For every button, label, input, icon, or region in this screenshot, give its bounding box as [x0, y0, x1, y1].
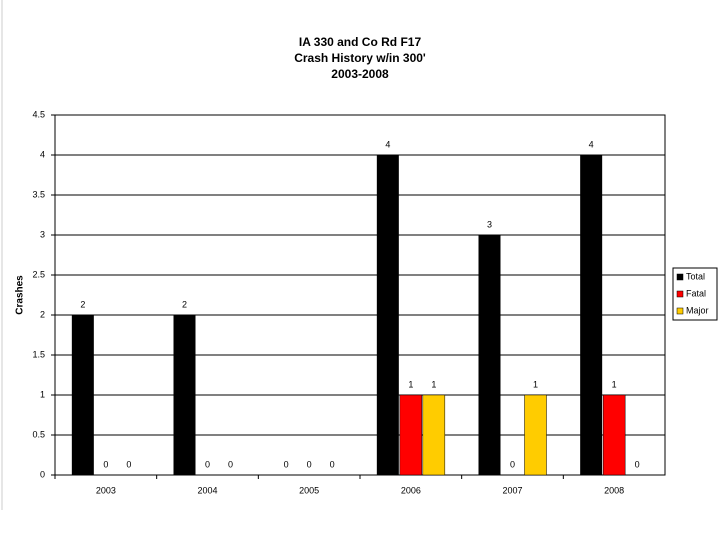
chart-title: 2003-2008 [331, 67, 389, 81]
data-label: 0 [510, 459, 515, 469]
x-tick-label: 2005 [299, 485, 319, 495]
y-tick-label: 1.5 [32, 349, 45, 359]
legend-label: Major [686, 305, 709, 315]
y-tick-label: 4.5 [32, 109, 45, 119]
data-label: 0 [103, 459, 108, 469]
legend-label: Total [686, 271, 705, 281]
chart-title: IA 330 and Co Rd F17 [299, 35, 422, 49]
bar [71, 315, 94, 475]
data-label: 1 [408, 379, 413, 389]
bar [399, 394, 423, 476]
data-label: 0 [205, 459, 210, 469]
y-tick-label: 3 [40, 229, 45, 239]
x-tick-label: 2007 [502, 485, 522, 495]
bar [602, 394, 626, 476]
data-label: 4 [385, 139, 390, 149]
data-label: 1 [612, 379, 617, 389]
bar [173, 315, 196, 475]
data-label: 3 [487, 219, 492, 229]
chart-title: Crash History w/in 300' [294, 51, 426, 65]
data-label: 0 [126, 459, 131, 469]
data-label: 0 [228, 459, 233, 469]
x-tick-label: 2003 [96, 485, 116, 495]
y-tick-label: 1 [40, 389, 45, 399]
data-label: 4 [589, 139, 594, 149]
bar [478, 235, 501, 475]
legend-swatch [676, 273, 684, 281]
x-tick-label: 2006 [401, 485, 421, 495]
x-tick-label: 2008 [604, 485, 624, 495]
legend-swatch [676, 290, 684, 298]
bar [580, 155, 603, 475]
y-tick-label: 0 [40, 469, 45, 479]
data-label: 2 [80, 299, 85, 309]
data-label: 2 [182, 299, 187, 309]
legend-swatch [676, 307, 684, 315]
y-tick-label: 2 [40, 309, 45, 319]
y-tick-label: 4 [40, 149, 45, 159]
data-label: 1 [533, 379, 538, 389]
data-label: 0 [307, 459, 312, 469]
bar [524, 394, 547, 476]
data-label: 1 [431, 379, 436, 389]
y-tick-label: 0.5 [32, 429, 45, 439]
data-label: 0 [330, 459, 335, 469]
bar [422, 394, 446, 476]
x-tick-label: 2004 [197, 485, 217, 495]
y-tick-label: 3.5 [32, 189, 45, 199]
bar [376, 155, 399, 475]
legend-label: Fatal [686, 288, 706, 298]
plot-border [54, 114, 666, 476]
y-tick-label: 2.5 [32, 269, 45, 279]
data-label: 0 [284, 459, 289, 469]
data-label: 0 [635, 459, 640, 469]
y-axis-label: Crashes [15, 275, 26, 315]
